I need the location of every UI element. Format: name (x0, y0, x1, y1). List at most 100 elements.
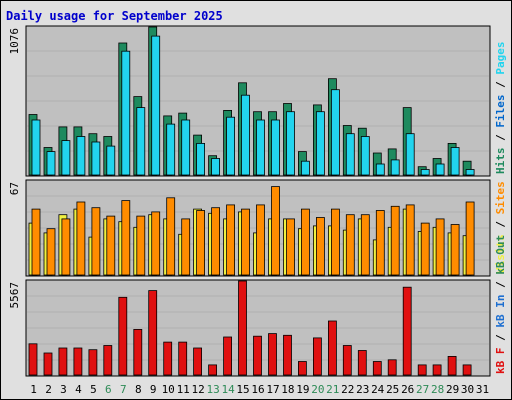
bar-sites (465, 201, 475, 276)
x-tick-label: 25 (386, 383, 399, 396)
bar-files (435, 163, 445, 176)
bar-kb-f (283, 334, 292, 376)
bar-files (256, 119, 265, 176)
legend-separator: / (494, 328, 507, 348)
x-tick-label: 30 (461, 383, 474, 396)
bar-files (345, 133, 355, 176)
x-tick-label: 6 (105, 383, 112, 396)
legend-entry: kB F (494, 348, 507, 375)
bar-sites (375, 210, 385, 276)
x-tick-label: 28 (431, 383, 444, 396)
bar-kb-f (253, 335, 262, 376)
bar-kb-f (357, 350, 367, 376)
panel-1: 1076 Hits / Files / Pages (8, 25, 507, 177)
bar-files (166, 123, 176, 176)
bar-sites (256, 204, 265, 276)
axis-legend: kB F / kB In / kB Out (494, 235, 507, 374)
bar-files (315, 111, 325, 176)
bar-kb-f (178, 341, 188, 376)
bar-files (61, 140, 71, 176)
x-tick-label: 14 (221, 383, 235, 396)
bar-files (271, 119, 280, 176)
x-tick-label: 27 (416, 383, 429, 396)
x-tick-label: 29 (446, 383, 459, 396)
bar-files (375, 163, 385, 176)
bar-kb-f (148, 290, 158, 376)
bar-files (121, 50, 131, 176)
bar-sites (76, 201, 86, 276)
x-tick-label: 22 (341, 383, 354, 396)
x-tick-label: 7 (120, 383, 127, 396)
bar-sites (226, 204, 236, 276)
bar-files (31, 119, 41, 176)
bar-sites (151, 211, 161, 276)
legend-separator: / (494, 214, 507, 234)
bar-files (330, 89, 340, 176)
bar-sites (211, 207, 221, 276)
x-tick-label: 4 (75, 383, 82, 396)
x-tick-label: 12 (191, 383, 204, 396)
bar-sites (136, 215, 146, 276)
bar-files (181, 119, 191, 176)
bar-sites (91, 207, 101, 276)
bar-kb-f (193, 347, 203, 376)
bar-sites (420, 222, 430, 276)
panel-3: 5567 kB F / kB In / kB Out (8, 235, 507, 377)
x-tick-label: 20 (311, 383, 324, 396)
bar-kb-f (342, 345, 352, 376)
x-tick-label: 31 (476, 383, 489, 396)
bar-files (420, 169, 430, 176)
bar-files (360, 136, 370, 176)
bar-kb-f (103, 345, 113, 376)
x-tick-label: 8 (135, 383, 142, 396)
legend-entry: kB In (494, 295, 507, 328)
x-tick-label: 11 (177, 383, 190, 396)
bar-files (106, 145, 116, 176)
bar-kb-f (432, 364, 442, 376)
x-tick-label: 23 (356, 383, 369, 396)
x-tick-label: 3 (60, 383, 67, 396)
bar-sites (241, 208, 250, 276)
x-tick-label: 5 (90, 383, 97, 396)
bar-sites (196, 210, 206, 276)
bar-kb-f (88, 349, 98, 376)
x-tick-label: 19 (296, 383, 309, 396)
x-tick-label: 13 (206, 383, 219, 396)
bar-files (286, 111, 295, 176)
bar-sites (315, 217, 325, 276)
x-tick-label: 24 (371, 383, 385, 396)
bar-files (46, 151, 56, 176)
bar-files (405, 133, 415, 176)
legend-separator: / (494, 75, 507, 95)
bar-files (76, 136, 86, 176)
bar-sites (46, 228, 56, 276)
axis-legend: Hits / Files / Pages (494, 42, 507, 175)
bar-sites (390, 205, 400, 276)
bar-sites (450, 224, 460, 276)
legend-separator: / (494, 275, 507, 295)
bar-kb-f (268, 333, 277, 376)
x-tick-label: 26 (401, 383, 414, 396)
x-tick-label: 1 (30, 383, 37, 396)
bar-kb-f (118, 296, 128, 376)
bar-kb-f (28, 343, 38, 376)
bar-kb-f (402, 286, 412, 376)
bar-sites (286, 218, 295, 276)
bar-kb-f (73, 347, 83, 376)
bar-sites (181, 218, 191, 276)
bar-kb-f (372, 361, 382, 376)
legend-entry: Visits (494, 234, 507, 274)
bar-kb-f (327, 320, 337, 376)
x-tick-label: 18 (281, 383, 294, 396)
bar-sites (31, 208, 41, 276)
bar-kb-f (163, 341, 173, 376)
axis-legend: Visits / Sites (494, 181, 507, 274)
x-tick-label: 21 (326, 383, 339, 396)
bar-sites (435, 218, 445, 276)
bar-files (136, 107, 146, 176)
bar-files (226, 116, 236, 176)
y-max-label: 67 (8, 182, 21, 195)
bar-files (241, 94, 250, 176)
